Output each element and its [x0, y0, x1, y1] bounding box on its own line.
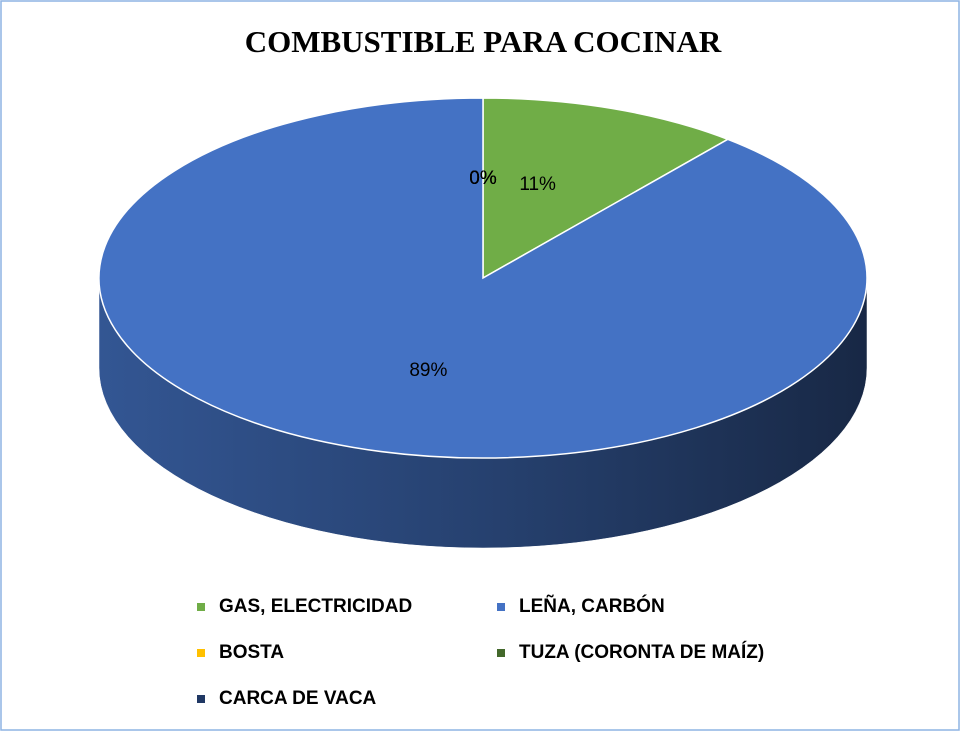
legend-swatch	[197, 603, 205, 611]
legend-label: GAS, ELECTRICIDAD	[219, 596, 412, 617]
legend-label: LEÑA, CARBÓN	[519, 595, 665, 617]
legend-label: BOSTA	[219, 642, 284, 663]
legend-label: CARCA DE VACA	[219, 688, 377, 709]
data-label: 0%	[469, 168, 497, 189]
legend-swatch	[197, 695, 205, 703]
legend-label: TUZA (CORONTA DE MAÍZ)	[519, 641, 764, 663]
slice	[98, 97, 868, 459]
data-label: 11%	[519, 174, 556, 195]
legend-swatch	[197, 649, 205, 657]
chart-title: COMBUSTIBLE PARA COCINAR	[245, 24, 722, 59]
legend-swatch	[497, 649, 505, 657]
slice	[482, 97, 730, 280]
data-label: 0%	[469, 168, 497, 189]
data-label: 0%	[469, 168, 497, 189]
data-label: 89%	[409, 360, 447, 381]
legend-swatch	[497, 603, 505, 611]
